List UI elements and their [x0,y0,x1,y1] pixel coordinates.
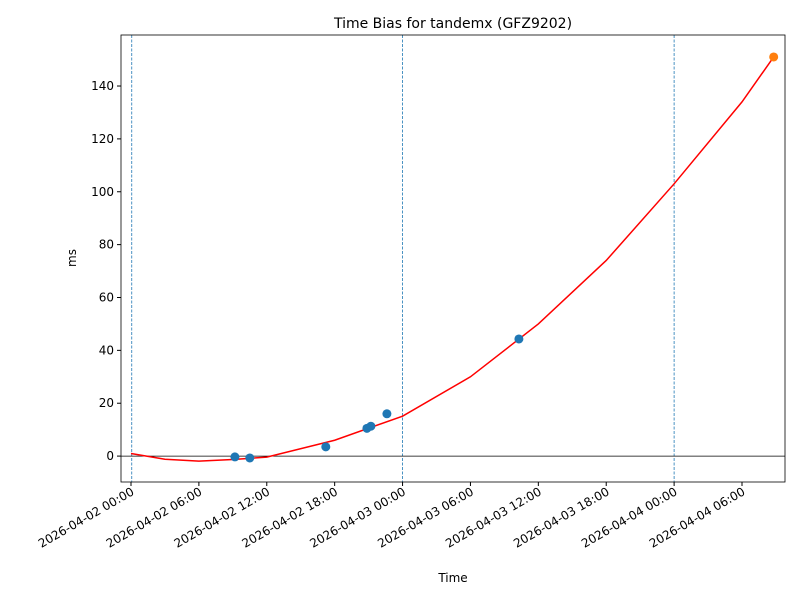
data-point [245,453,255,463]
chart-title: Time Bias for tandemx (GFZ9202) [333,16,572,32]
y-tick-label: 20 [99,396,114,410]
y-tick-label: 80 [99,238,114,252]
y-tick-label: 100 [91,185,114,199]
data-point [769,52,779,62]
fit-line [130,56,775,462]
y-tick-label: 0 [106,449,114,463]
y-tick-label: 140 [91,79,114,93]
y-tick-label: 120 [91,132,114,146]
y-tick-label: 40 [99,343,114,357]
data-point [514,334,524,344]
y-axis-label: ms [65,249,79,267]
y-tick-label: 60 [99,290,114,304]
x-axis-label: Time [437,571,467,585]
plot-frame [120,34,786,483]
data-point [382,409,392,419]
data-point [321,442,331,452]
data-point [230,452,240,462]
data-point [366,421,376,431]
